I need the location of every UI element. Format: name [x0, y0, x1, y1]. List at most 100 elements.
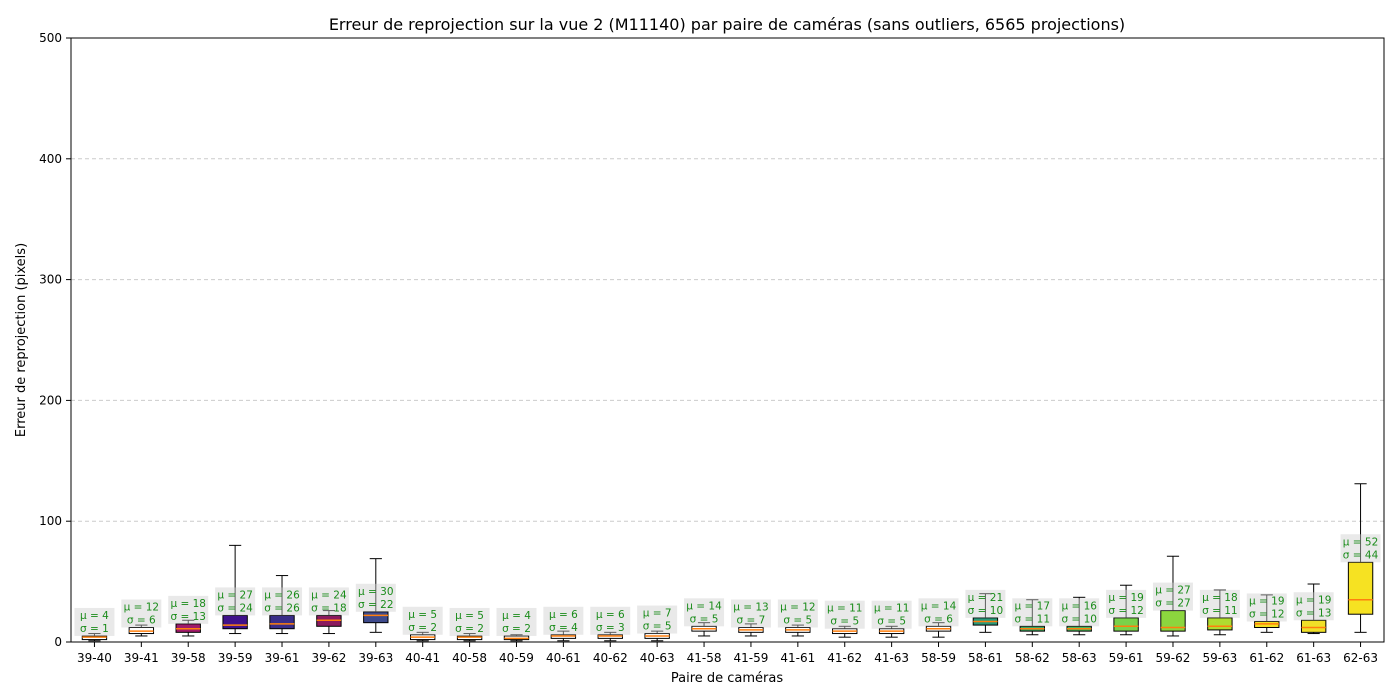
stat-bg	[74, 607, 115, 636]
iqr-box	[269, 614, 295, 630]
mean-label: μ = 19	[1296, 594, 1332, 606]
std-label: σ = 11	[1202, 605, 1238, 617]
mean-label: μ = 18	[1202, 592, 1238, 604]
std-label: σ = 4	[549, 622, 578, 634]
x-tick-label: 40-63	[640, 651, 675, 665]
stat-bg	[402, 606, 443, 635]
x-tick-label: 39-40	[77, 651, 112, 665]
std-label: σ = 6	[127, 615, 156, 627]
chart-title: Erreur de reprojection sur la vue 2 (M11…	[329, 15, 1125, 34]
x-tick-label: 41-61	[780, 651, 815, 665]
std-label: σ = 24	[217, 602, 253, 614]
std-label: σ = 12	[1108, 605, 1144, 617]
y-tick-label: 400	[39, 152, 62, 166]
y-tick-label: 0	[54, 635, 62, 649]
mean-label: μ = 52	[1343, 536, 1379, 548]
x-tick-label: 39-63	[358, 651, 393, 665]
x-tick-label: 40-41	[405, 651, 440, 665]
mean-label: μ = 16	[1061, 600, 1097, 612]
box-41-59	[738, 623, 764, 637]
x-tick-label: 41-63	[874, 651, 909, 665]
std-label: σ = 12	[1249, 608, 1285, 620]
stat-bg	[637, 605, 678, 634]
y-tick-label: 100	[39, 514, 62, 528]
std-label: σ = 5	[877, 616, 906, 628]
iqr-box	[1160, 610, 1186, 632]
x-tick-label: 41-58	[687, 651, 722, 665]
x-tick-label: 39-61	[265, 651, 300, 665]
std-label: σ = 5	[830, 616, 859, 628]
x-tick-label: 39-41	[124, 651, 159, 665]
box-41-62	[832, 625, 858, 638]
stat-bg	[543, 606, 584, 635]
iqr-box	[1347, 561, 1374, 615]
box-series	[81, 483, 1374, 642]
x-tick-label: 40-59	[499, 651, 534, 665]
stat-bg	[730, 599, 771, 628]
stat-bg	[1012, 598, 1053, 627]
box-39-59	[222, 544, 248, 635]
box-40-62	[597, 631, 623, 642]
std-label: σ = 27	[1155, 598, 1191, 610]
std-label: σ = 13	[1296, 607, 1332, 619]
std-label: σ = 13	[170, 611, 206, 623]
box-41-58	[691, 622, 717, 637]
stat-bg	[777, 599, 818, 628]
mean-label: μ = 4	[80, 610, 109, 622]
box-39-41	[128, 624, 155, 637]
mean-label: μ = 27	[217, 589, 253, 601]
box-59-61	[1113, 584, 1139, 636]
stat-bg	[1059, 598, 1100, 627]
stat-labels: μ = 4σ = 1μ = 12σ = 6μ = 18σ = 13μ = 27σ…	[74, 534, 1381, 636]
mean-label: μ = 6	[596, 609, 625, 621]
mean-label: μ = 18	[170, 598, 206, 610]
x-tick-label: 40-58	[452, 651, 487, 665]
x-tick-label: 62-63	[1343, 651, 1378, 665]
stat-bg	[121, 599, 162, 628]
std-label: σ = 2	[502, 623, 531, 635]
grid-lines	[71, 158, 1384, 522]
mean-label: μ = 11	[874, 603, 910, 615]
mean-label: μ = 4	[502, 610, 531, 622]
stat-bg	[871, 600, 912, 629]
box-40-59	[503, 634, 530, 642]
std-label: σ = 3	[596, 622, 625, 634]
x-tick-label: 58-63	[1062, 651, 1097, 665]
mean-label: μ = 5	[455, 610, 484, 622]
x-tick-label: 58-61	[968, 651, 1003, 665]
box-39-61	[269, 575, 295, 635]
x-tick-label: 61-63	[1296, 651, 1331, 665]
mean-label: μ = 6	[549, 609, 578, 621]
std-label: σ = 5	[643, 621, 672, 633]
x-tick-label: 40-62	[593, 651, 628, 665]
stat-bg	[1293, 592, 1334, 621]
box-40-63	[644, 630, 670, 642]
iqr-box	[222, 614, 248, 630]
mean-label: μ = 13	[733, 602, 769, 614]
std-label: σ = 5	[690, 613, 719, 625]
mean-label: μ = 19	[1108, 592, 1144, 604]
box-61-62	[1254, 594, 1280, 633]
plot-frame	[70, 37, 1385, 643]
mean-label: μ = 14	[921, 600, 957, 612]
y-tick-label: 200	[39, 393, 62, 407]
std-label: σ = 7	[737, 615, 766, 627]
std-label: σ = 5	[783, 615, 812, 627]
stat-bg	[965, 589, 1006, 618]
mean-label: μ = 19	[1249, 595, 1285, 607]
stat-bg	[496, 607, 537, 636]
x-tick-label: 59-61	[1109, 651, 1144, 665]
x-tick-label: 41-59	[734, 651, 769, 665]
iqr-box	[1207, 617, 1233, 631]
box-39-63	[363, 558, 389, 633]
box-39-58	[175, 619, 201, 637]
box-62-63	[1347, 483, 1374, 633]
std-label: σ = 6	[924, 613, 953, 625]
mean-label: μ = 21	[968, 592, 1004, 604]
box-41-61	[785, 624, 811, 637]
std-label: σ = 11	[1015, 613, 1051, 625]
box-61-63	[1300, 583, 1327, 635]
stat-bg	[1246, 593, 1287, 622]
std-label: σ = 10	[1061, 613, 1097, 625]
